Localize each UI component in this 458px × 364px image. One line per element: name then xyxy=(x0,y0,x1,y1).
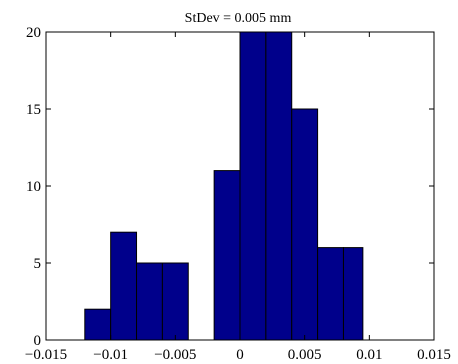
y-tick-label-0: 0 xyxy=(34,333,42,349)
histogram-bar-8 xyxy=(317,247,344,341)
histogram-bar-1 xyxy=(110,231,138,341)
histogram-bar-4 xyxy=(213,170,241,341)
y-tick-label-2: 10 xyxy=(26,179,41,195)
y-tick-label-3: 15 xyxy=(26,102,41,118)
histogram-bar-6 xyxy=(265,31,293,341)
x-tick-label-3: 0 xyxy=(236,347,244,363)
ticks-group xyxy=(45,31,435,341)
x-tick-label-6: 0.015 xyxy=(417,347,451,363)
tick-labels-group: −0.015 −0.01 −0.005 0 0.005 0.01 0.015 0 5 10 15 20 xyxy=(25,25,451,363)
x-tick-label-5: 0.01 xyxy=(356,347,382,363)
histogram-bar-7 xyxy=(291,108,319,341)
x-tick-label-1: −0.01 xyxy=(93,347,128,363)
histogram-bar-5 xyxy=(239,31,267,341)
histogram-bar-3 xyxy=(161,262,189,341)
y-tick-label-1: 5 xyxy=(34,256,42,272)
histogram-bar-0 xyxy=(84,308,112,341)
bars-group xyxy=(84,31,364,341)
x-tick-label-4: 0.005 xyxy=(288,347,322,363)
x-tick-label-2: −0.005 xyxy=(154,347,196,363)
histogram-bar-2 xyxy=(136,262,163,341)
y-tick-label-4: 20 xyxy=(26,25,41,41)
chart-title: StDev = 0.005 mm xyxy=(185,11,292,26)
x-tick-label-0: −0.015 xyxy=(25,347,67,363)
histogram-bar-9 xyxy=(342,247,364,341)
